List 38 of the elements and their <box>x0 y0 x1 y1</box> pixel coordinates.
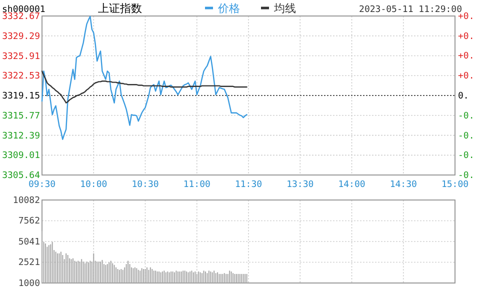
line-series <box>41 70 248 104</box>
y2-tick-label: +0. <box>458 32 474 42</box>
y2-tick-label: -0. <box>458 131 474 142</box>
y-tick-label: 2521 <box>18 258 40 268</box>
x-tick-label: 09:30 <box>28 180 56 190</box>
x-tick-label: 11:30 <box>234 180 262 190</box>
y2-tick-label: +0. <box>458 12 474 22</box>
text: 2023-05-11 11:29:00 <box>359 5 462 15</box>
x-tick-label: 15:00 <box>441 180 469 190</box>
y2-tick-label: -0. <box>458 111 474 122</box>
x-tick-label: 11:00 <box>183 180 210 190</box>
y-tick-label: 3315.77 <box>2 111 40 122</box>
y-tick-label: 3319.15 <box>2 92 40 102</box>
chart-title: 上证指数 <box>98 2 142 15</box>
x-tick-label: 10:00 <box>80 180 108 190</box>
y-tick-label: 3325.91 <box>2 52 40 62</box>
y-tick-label: 3332.67 <box>2 12 40 22</box>
legend-label: 价格 <box>217 2 240 15</box>
y-tick-label: 3329.29 <box>2 32 40 42</box>
line-series <box>41 16 248 140</box>
y-tick-label: 3322.53 <box>2 72 40 82</box>
y2-tick-label: -0. <box>458 151 474 162</box>
y-tick-label: 3312.39 <box>2 131 40 142</box>
x-tick-label: 13:30 <box>286 180 314 190</box>
x-tick-label: 14:00 <box>338 180 366 190</box>
y-tick-label: 3309.01 <box>2 151 40 162</box>
y2-tick-label: 0. <box>458 92 469 102</box>
y-axis-title: 1000 <box>18 279 40 289</box>
y2-tick-label: +0. <box>458 72 474 82</box>
y-tick-label: 3305.64 <box>2 171 40 181</box>
legend-label: 均线 <box>273 2 296 15</box>
x-tick-label: 10:30 <box>132 180 159 190</box>
x-tick-label: 14:30 <box>390 180 417 190</box>
y2-tick-label: -0. <box>458 171 474 181</box>
y2-tick-label: +0. <box>458 52 474 62</box>
y-tick-label: 10082 <box>12 196 40 206</box>
y-tick-label: 5041 <box>18 238 40 248</box>
y-tick-label: 7562 <box>18 216 40 227</box>
